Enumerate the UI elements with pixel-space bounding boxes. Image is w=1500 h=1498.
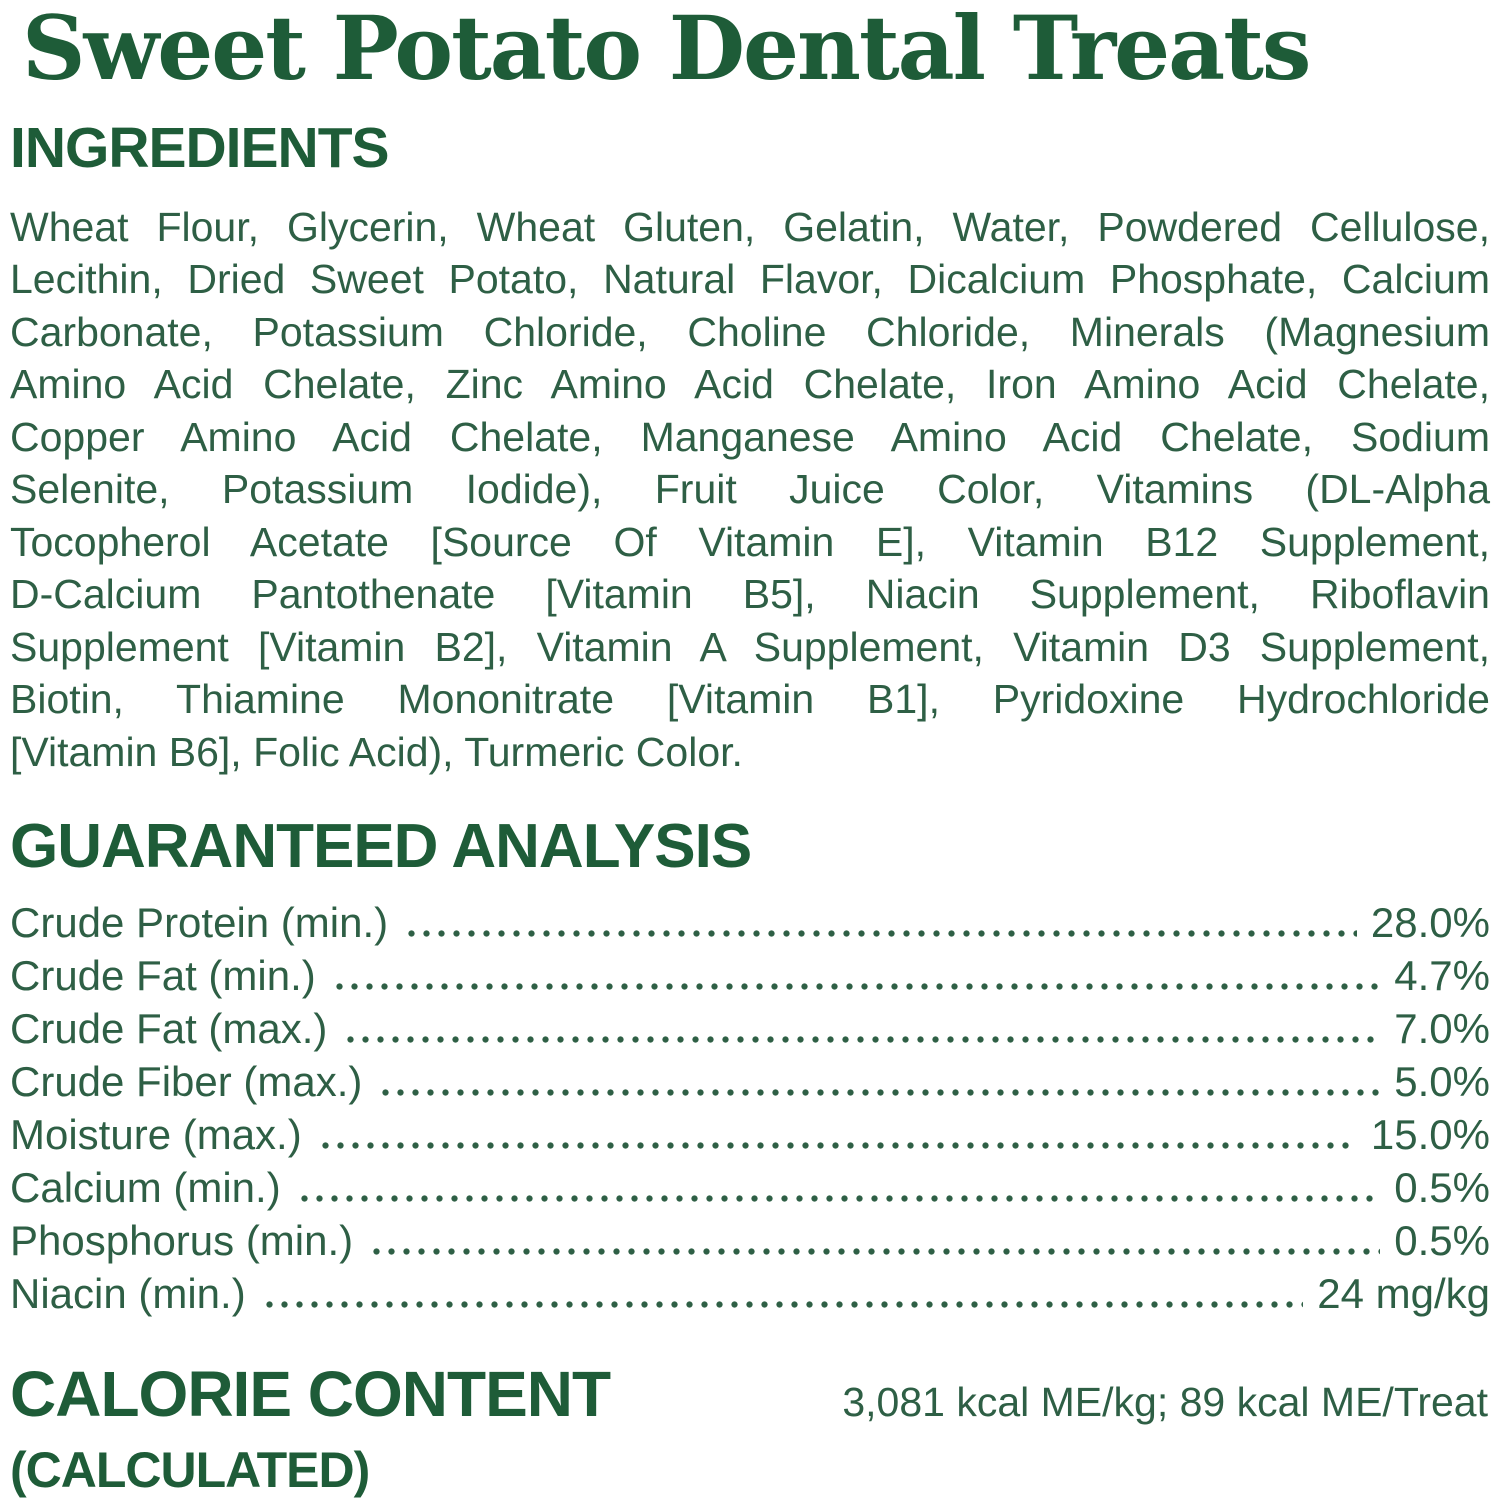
analysis-label: Moisture (max.) [10, 1111, 302, 1159]
analysis-value: 24 mg/kg [1317, 1270, 1490, 1318]
ingredient-line: Copper Amino Acid Chelate, Manganese Ami… [10, 413, 1490, 460]
analysis-row: Moisture (max.) 15.0% [10, 1108, 1490, 1161]
guaranteed-analysis-heading: GUARANTEED ANALYSIS [10, 812, 752, 882]
analysis-value: 15.0% [1370, 1111, 1490, 1159]
ingredient-line: Carbonate, Potassium Chloride, Choline C… [10, 308, 1490, 355]
leader-dots [331, 982, 1381, 992]
leader-dots [261, 1300, 1304, 1310]
ingredient-line: Supplement [Vitamin B2], Vitamin A Suppl… [10, 623, 1490, 670]
page-title: Sweet Potato Dental Treats [22, 0, 1311, 100]
calorie-value: 3,081 kcal ME/kg; 89 kcal ME/Treat [842, 1379, 1488, 1426]
analysis-label: Crude Protein (min.) [10, 899, 389, 947]
analysis-row: Niacin (min.) 24 mg/kg [10, 1267, 1490, 1320]
ingredients-heading: INGREDIENTS [10, 115, 390, 180]
ingredient-line: Lecithin, Dried Sweet Potato, Natural Fl… [10, 256, 1490, 303]
analysis-label: Niacin (min.) [10, 1270, 246, 1318]
ingredient-line: Wheat Flour, Glycerin, Wheat Gluten, Gel… [10, 203, 1490, 250]
analysis-row: Phosphorus (min.) 0.5% [10, 1214, 1490, 1267]
analysis-value: 28.0% [1370, 899, 1490, 947]
analysis-row: Crude Fat (max.) 7.0% [10, 1002, 1490, 1055]
analysis-row: Crude Fat (min.) 4.7% [10, 949, 1490, 1002]
calorie-content-section: CALORIE CONTENT (CALCULATED) 3,081 kcal … [10, 1360, 1490, 1498]
analysis-value: 4.7% [1394, 952, 1490, 1000]
calorie-headings: CALORIE CONTENT (CALCULATED) [10, 1358, 611, 1498]
leader-dots [343, 1035, 1381, 1045]
analysis-value: 7.0% [1394, 1005, 1490, 1053]
analysis-row: Crude Fiber (max.) 5.0% [10, 1055, 1490, 1108]
analysis-value: 0.5% [1394, 1217, 1490, 1265]
leader-dots [296, 1194, 1381, 1204]
ingredient-line: Tocopherol Acetate [Source Of Vitamin E]… [10, 518, 1490, 565]
analysis-label: Crude Fiber (max.) [10, 1058, 363, 1106]
ingredient-line: [Vitamin B6], Folic Acid), Turmeric Colo… [10, 728, 743, 775]
analysis-label: Crude Fat (min.) [10, 952, 316, 1000]
leader-dots [378, 1088, 1381, 1098]
leader-dots [369, 1247, 1381, 1257]
analysis-label: Calcium (min.) [10, 1164, 281, 1212]
ingredient-line: Amino Acid Chelate, Zinc Amino Acid Chel… [10, 361, 1490, 408]
analysis-row: Crude Protein (min.) 28.0% [10, 896, 1490, 949]
analysis-value: 5.0% [1394, 1058, 1490, 1106]
ingredient-line: Biotin, Thiamine Mononitrate [Vitamin B1… [10, 676, 1490, 723]
leader-dots [404, 929, 1357, 939]
analysis-label: Phosphorus (min.) [10, 1217, 354, 1265]
ingredient-line: D-Calcium Pantothenate [Vitamin B5], Nia… [10, 571, 1490, 618]
analysis-label: Crude Fat (max.) [10, 1005, 328, 1053]
calorie-calculated-subheading: (CALCULATED) [10, 1442, 370, 1498]
ingredients-paragraph: Wheat Flour, Glycerin, Wheat Gluten, Gel… [10, 201, 1490, 779]
leader-dots [317, 1141, 1357, 1151]
guaranteed-analysis-table: Crude Protein (min.) 28.0% Crude Fat (mi… [10, 896, 1490, 1320]
analysis-value: 0.5% [1394, 1164, 1490, 1212]
ingredient-line: Selenite, Potassium Iodide), Fruit Juice… [10, 466, 1490, 513]
calorie-content-heading: CALORIE CONTENT [10, 1358, 611, 1431]
analysis-row: Calcium (min.) 0.5% [10, 1161, 1490, 1214]
